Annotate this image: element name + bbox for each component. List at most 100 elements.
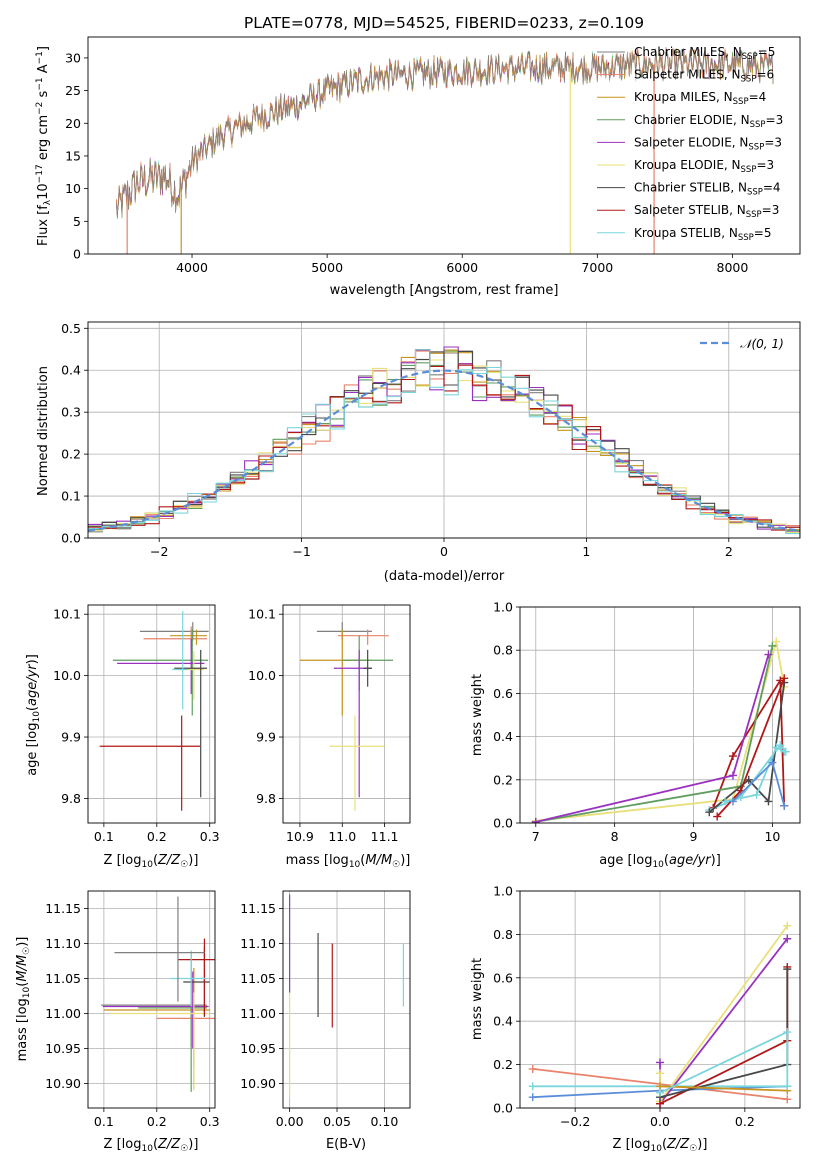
- mass-vs-metallicity-panel: 0.1 0.2 0.3 10.90 10.95 11.00 11.05 11.10 11.15: [45, 890, 220, 1129]
- y-tick-label: 0.0: [493, 1101, 513, 1116]
- residual-xlabel: (data-model)/error: [384, 569, 505, 584]
- residual-panel: −2 −1 0 1 2 0.0 0.1 0.2 0.3 0.4 0.5 𝒩(0, 1): [61, 321, 801, 559]
- weight-marker: [772, 743, 781, 752]
- y-tick-label: 0.2: [493, 1057, 513, 1072]
- y-tick-label: 9.9: [61, 730, 81, 745]
- y-tick-label: 15: [65, 148, 81, 163]
- residual-histogram: [88, 349, 800, 535]
- weight-z-ylabel: mass weight: [470, 958, 485, 1040]
- plot-area: [531, 637, 790, 823]
- y-tick-label: 11.00: [240, 1006, 276, 1021]
- weight-z-xlabel: Z [log10(Z/Z☉)]: [613, 1137, 708, 1154]
- plot-area: [99, 611, 209, 811]
- y-tick-label: 1.0: [493, 884, 513, 899]
- y-tick-label: 9.8: [61, 791, 81, 806]
- axes-frame: [87, 604, 216, 824]
- weight-marker: [783, 1028, 792, 1037]
- y-tick-label: 11.00: [45, 1006, 81, 1021]
- plot-area: [101, 896, 215, 1092]
- legend-entry: Chabrier ELODIE, NSSP=3: [634, 113, 783, 130]
- weight-marker: [768, 641, 777, 650]
- weight-marker: [728, 771, 737, 780]
- axes-frame: [282, 890, 411, 1109]
- y-tick-label: 0.0: [493, 816, 513, 831]
- weight-marker: [721, 797, 730, 806]
- x-tick-label: 0.0: [650, 1114, 670, 1129]
- legend-entry: Salpeter STELIB, NSSP=3: [634, 203, 779, 220]
- mass-z-xlabel: Z [log10(Z/Z☉)]: [104, 1137, 199, 1154]
- weight-marker: [780, 747, 789, 756]
- y-tick-label: 11.15: [240, 901, 276, 916]
- y-tick-label: 10.0: [248, 668, 276, 683]
- weight-age-ylabel: mass weight: [470, 674, 485, 756]
- x-tick-label: 0.3: [200, 1114, 220, 1129]
- x-tick-label: −2: [150, 544, 168, 559]
- x-tick-label: 0.00: [276, 1114, 304, 1129]
- weight-marker: [783, 965, 792, 974]
- legend-entry: Kroupa ELODIE, NSSP=3: [634, 158, 774, 175]
- x-tick-label: 2: [725, 544, 733, 559]
- y-tick-label: 10.90: [45, 1076, 81, 1091]
- x-tick-label: 9: [690, 829, 698, 844]
- legend-entry: Kroupa MILES, NSSP=4: [634, 90, 766, 107]
- y-tick-label: 10.95: [240, 1041, 276, 1056]
- y-tick-label: 11.05: [45, 971, 81, 986]
- spectrum-panel: 4000 5000 6000 7000 8000 0 5 10 15 20 25 30 Chabrier…: [65, 36, 801, 275]
- spectrum-title: PLATE=0778, MJD=54525, FIBERID=0233, z=0…: [244, 14, 644, 32]
- y-tick-label: 0.4: [493, 1014, 513, 1029]
- weight-marker: [528, 1064, 537, 1073]
- x-tick-label: 4000: [176, 260, 208, 275]
- normal-curve: [88, 369, 800, 532]
- x-tick-label: 5000: [311, 260, 343, 275]
- axes-frame: [519, 606, 801, 824]
- y-tick-label: 11.05: [240, 971, 276, 986]
- y-tick-label: 10.0: [53, 668, 81, 683]
- plot-area: [528, 921, 792, 1108]
- x-tick-label: 1: [582, 544, 590, 559]
- weight-marker: [728, 752, 737, 761]
- weight-marker: [656, 1088, 664, 1097]
- y-tick-label: 0.4: [61, 363, 81, 378]
- x-tick-label: 0: [440, 544, 448, 559]
- weight-marker: [744, 775, 753, 784]
- weight-marker: [713, 812, 722, 821]
- y-tick-label: 10.95: [45, 1041, 81, 1056]
- y-tick-label: 20: [65, 116, 81, 131]
- legend-entry: Chabrier STELIB, NSSP=4: [634, 181, 781, 198]
- x-tick-label: 0.1: [94, 1114, 114, 1129]
- spectrum-series-line: [116, 48, 774, 220]
- y-tick-label: 10: [65, 181, 81, 196]
- x-tick-label: 0.1: [94, 829, 114, 844]
- weight-marker: [783, 1082, 792, 1091]
- y-tick-label: 0.3: [61, 405, 81, 420]
- weight-vs-metallicity-panel: −0.2 0.0 0.2 0.0 0.2 0.4 0.6 0.8 1.0: [493, 884, 801, 1129]
- weight-marker: [783, 1095, 792, 1104]
- y-tick-label: 0.2: [61, 447, 81, 462]
- age-z-ylabel: age [log10(age/yr)]: [25, 654, 42, 776]
- weight-marker: [531, 817, 540, 823]
- y-tick-label: 0.1: [61, 489, 81, 504]
- x-tick-label: 7000: [581, 260, 613, 275]
- x-tick-label: 0.3: [200, 829, 220, 844]
- y-tick-label: 0.0: [61, 531, 81, 546]
- x-tick-label: 0.10: [370, 1114, 398, 1129]
- weight-marker: [728, 797, 737, 806]
- x-tick-label: −0.2: [560, 1114, 590, 1129]
- y-tick-label: 0.8: [493, 643, 513, 658]
- y-tick-label: 0.2: [493, 772, 513, 787]
- y-tick-label: 0.8: [493, 927, 513, 942]
- x-tick-label: 6000: [446, 260, 478, 275]
- weight-marker: [780, 801, 789, 810]
- axes-frame: [519, 890, 801, 1109]
- weight-vs-age-panel: 7 8 9 10 0.0 0.2 0.4 0.6 0.8 1.0: [493, 600, 801, 844]
- mass-z-ylabel: mass [log10(M/M☉)]: [15, 937, 32, 1062]
- y-tick-label: 10.1: [248, 607, 276, 622]
- plot-area: [289, 894, 404, 1098]
- age-vs-metallicity-panel: 0.1 0.2 0.3 9.8 9.9 10.0 10.1: [53, 604, 220, 844]
- mass-vs-extinction-panel: 0.00 0.05 0.10 10.90 10.95 11.00 11.05 11.10 11.…: [240, 890, 411, 1129]
- y-tick-label: 10.90: [240, 1076, 276, 1091]
- y-tick-label: 30: [65, 50, 81, 65]
- axes-frame: [87, 890, 216, 1109]
- weight-marker: [780, 674, 789, 683]
